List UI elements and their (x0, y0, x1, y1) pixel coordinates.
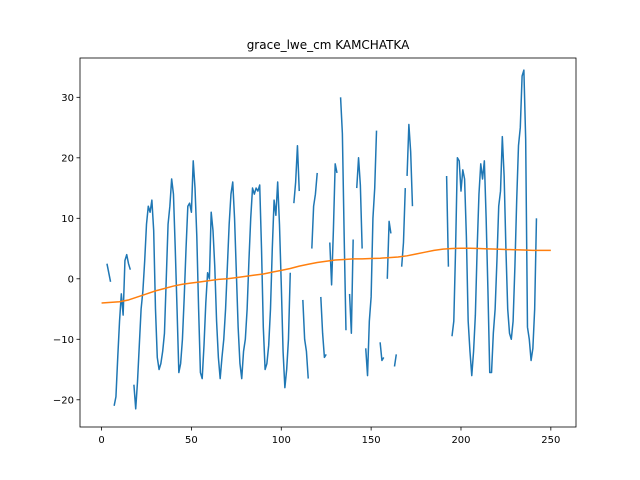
x-tick-label: 200 (451, 435, 470, 446)
series-line-segment (311, 172, 318, 249)
series-line-segment (113, 253, 132, 406)
series-line-segment (320, 296, 327, 359)
series-line-segment (400, 188, 407, 267)
y-tick-label: 10 (61, 214, 74, 225)
series-line-segment (101, 247, 551, 304)
series-0 (106, 69, 538, 410)
y-tick-label: −20 (53, 395, 74, 406)
x-axis: 0 50 100 150 200 250 (98, 427, 560, 446)
series-line-segment (451, 69, 538, 377)
series-line-segment (393, 354, 398, 367)
x-tick-label: 250 (541, 435, 560, 446)
x-tick-label: 50 (185, 435, 198, 446)
series-line-segment (106, 263, 112, 282)
y-tick-label: 0 (68, 274, 74, 285)
y-tick-label: 30 (61, 93, 74, 104)
plot-frame (79, 57, 577, 428)
series-line-segment (445, 175, 450, 267)
series-line-segment (364, 130, 378, 377)
x-tick-label: 0 (98, 435, 104, 446)
chart-title: grace_lwe_cm KAMCHATKA (247, 38, 410, 52)
series-layer (101, 69, 551, 410)
series-line-segment (302, 299, 309, 379)
series-line-segment (356, 157, 363, 249)
series-line-segment (406, 123, 414, 207)
series-line-segment (293, 144, 300, 204)
series-line-segment (329, 163, 338, 286)
series-line-segment (339, 97, 347, 331)
series-line-segment (133, 160, 292, 410)
series-line-segment (386, 220, 392, 279)
series-1 (101, 247, 551, 304)
y-axis: −20 −10 0 10 20 30 (53, 93, 80, 406)
x-tick-label: 100 (272, 435, 291, 446)
series-line-segment (348, 239, 354, 334)
y-tick-label: 20 (61, 153, 74, 164)
y-tick-label: −10 (53, 335, 74, 346)
x-tick-label: 150 (362, 435, 381, 446)
series-line-segment (379, 342, 385, 362)
